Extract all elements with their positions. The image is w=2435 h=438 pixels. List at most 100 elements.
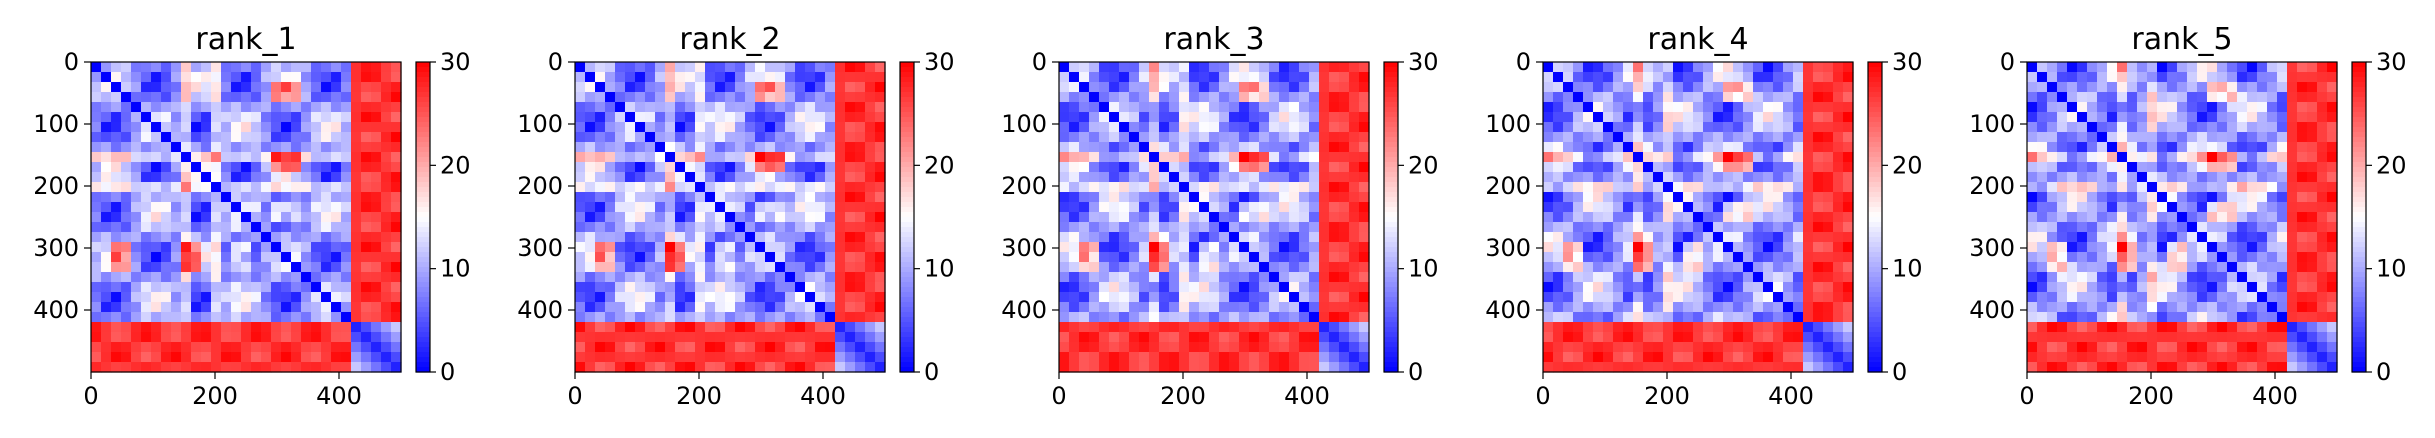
heatmap-cell (2247, 252, 2258, 263)
heatmap-cell (91, 262, 102, 273)
heatmap-cell (745, 182, 756, 193)
panel-title: rank_1 (195, 22, 296, 57)
colorbar-segment (416, 127, 430, 133)
heatmap-cell (1663, 352, 1674, 363)
heatmap-cell (725, 262, 736, 273)
heatmap-cell (1573, 162, 1584, 173)
heatmap-cell (2057, 152, 2068, 163)
colorbar-segment (900, 67, 914, 73)
heatmap-cell (855, 132, 866, 143)
heatmap-cell (1149, 202, 1160, 213)
heatmap-cell (2317, 112, 2328, 123)
heatmap-cell (1249, 232, 1260, 243)
heatmap-cell (191, 132, 202, 143)
heatmap-cell (331, 232, 342, 243)
heatmap-cell (1763, 142, 1774, 153)
heatmap-cell (1693, 102, 1704, 113)
heatmap-cell (2137, 292, 2148, 303)
heatmap-cell (1713, 312, 1724, 323)
colorbar-segment (1868, 207, 1882, 213)
heatmap-cell (351, 92, 362, 103)
heatmap-cell (1763, 322, 1774, 333)
heatmap-cell (615, 312, 626, 323)
heatmap-cell (151, 302, 162, 313)
heatmap-cell (2047, 82, 2058, 93)
heatmap-cell (1543, 232, 1554, 243)
heatmap-cell (2087, 132, 2098, 143)
heatmap-cell (2067, 292, 2078, 303)
heatmap-cell (321, 232, 332, 243)
heatmap-cell (111, 252, 122, 263)
heatmap-cell (715, 262, 726, 273)
heatmap-cell (2287, 112, 2298, 123)
heatmap-cell (1553, 272, 1564, 283)
heatmap-cell (2137, 82, 2148, 93)
heatmap-cell (1633, 212, 1644, 223)
heatmap-cell (785, 292, 796, 303)
heatmap-cell (2027, 182, 2038, 193)
heatmap-cell (1319, 242, 1330, 253)
heatmap-cell (2317, 182, 2328, 193)
heatmap-cell (2297, 152, 2308, 163)
heatmap-cell (805, 282, 816, 293)
heatmap-cell (271, 252, 282, 263)
heatmap-cell (1613, 62, 1624, 73)
heatmap-cell (2307, 182, 2318, 193)
heatmap-cell (201, 162, 212, 173)
heatmap-cell (301, 132, 312, 143)
heatmap-cell (321, 262, 332, 273)
heatmap-cell (575, 322, 586, 333)
heatmap-cell (1773, 292, 1784, 303)
heatmap-cell (775, 172, 786, 183)
heatmap-cell (1623, 122, 1634, 133)
heatmap-cell (1563, 192, 1574, 203)
heatmap-cell (1319, 272, 1330, 283)
heatmap-cell (1189, 142, 1200, 153)
heatmap-cell (1069, 192, 1080, 203)
heatmap-cell (201, 202, 212, 213)
heatmap-cell (1633, 132, 1644, 143)
heatmap-cell (361, 182, 372, 193)
heatmap-cell (2237, 302, 2248, 313)
heatmap-cell (2127, 102, 2138, 113)
heatmap-cell (795, 162, 806, 173)
heatmap-cell (2087, 112, 2098, 123)
heatmap-cell (131, 282, 142, 293)
heatmap-cell (1763, 212, 1774, 223)
heatmap-cell (141, 312, 152, 323)
colorbar-segment (1384, 132, 1398, 138)
heatmap-cell (1139, 302, 1150, 313)
heatmap-cell (1693, 152, 1704, 163)
heatmap-cell (101, 272, 112, 283)
colorbar-segment (1384, 292, 1398, 298)
heatmap-cell (645, 222, 656, 233)
heatmap-cell (341, 172, 352, 183)
heatmap-cell (625, 232, 636, 243)
heatmap-cell (605, 332, 616, 343)
heatmap-cell (1269, 282, 1280, 293)
heatmap-cell (2117, 142, 2128, 153)
heatmap-cell (1713, 172, 1724, 183)
heatmap-cell (1613, 232, 1624, 243)
heatmap-cell (2187, 92, 2198, 103)
heatmap-cell (635, 132, 646, 143)
heatmap-cell (1603, 242, 1614, 253)
heatmap-cell (645, 242, 656, 253)
heatmap-cell (615, 342, 626, 353)
heatmap-cell (241, 112, 252, 123)
heatmap-cell (1249, 92, 1260, 103)
heatmap-cell (735, 212, 746, 223)
heatmap-cell (361, 282, 372, 293)
heatmap-cell (695, 312, 706, 323)
heatmap-cell (181, 172, 192, 183)
heatmap-cell (1803, 292, 1814, 303)
heatmap-cell (1713, 82, 1724, 93)
heatmap-cell (1119, 272, 1130, 283)
panel-title: rank_3 (1163, 22, 1264, 57)
heatmap-cell (1219, 312, 1230, 323)
heatmap-cell (321, 342, 332, 353)
heatmap-cell (141, 212, 152, 223)
heatmap-cell (1279, 162, 1290, 173)
heatmap-cell (1259, 72, 1270, 83)
heatmap-cell (2067, 132, 2078, 143)
